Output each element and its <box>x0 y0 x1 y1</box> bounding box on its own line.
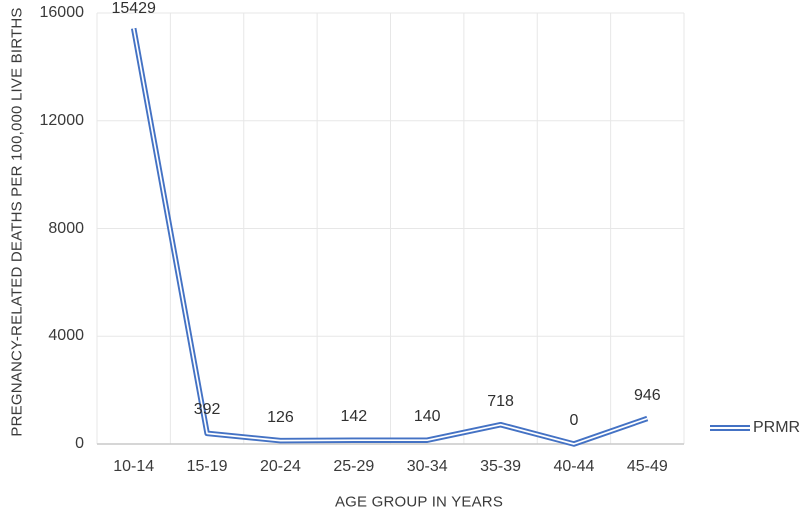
data-label: 15429 <box>111 0 156 17</box>
x-tick-label: 35-39 <box>480 458 522 475</box>
x-tick-label: 15-19 <box>186 458 228 475</box>
x-tick-label: 10-14 <box>113 458 155 475</box>
data-label: 140 <box>413 408 441 426</box>
legend-label: PRMR <box>753 419 800 436</box>
x-tick-label: 25-29 <box>333 458 375 475</box>
x-tick-label: 30-34 <box>406 458 448 475</box>
data-label: 392 <box>193 401 221 419</box>
y-tick-label: 12000 <box>39 111 85 129</box>
data-label: 142 <box>340 408 368 426</box>
series-line-core <box>132 28 648 445</box>
data-label: 718 <box>487 392 514 410</box>
legend: PRMR <box>709 419 800 437</box>
legend-line-icon <box>710 425 750 431</box>
data-label: 0 <box>569 412 579 429</box>
x-tick-label: 45-49 <box>626 458 668 475</box>
y-tick-label: 4000 <box>48 327 84 345</box>
x-tick-label: 40-44 <box>553 458 595 475</box>
x-tick-label: 20-24 <box>259 458 301 475</box>
data-label: 126 <box>267 408 294 426</box>
y-tick-label: 16000 <box>39 4 85 21</box>
data-label: 946 <box>633 386 661 404</box>
y-tick-label: 8000 <box>48 219 84 237</box>
x-axis-title: AGE GROUP IN YEARS <box>334 493 504 511</box>
y-tick-label: 0 <box>75 435 84 452</box>
